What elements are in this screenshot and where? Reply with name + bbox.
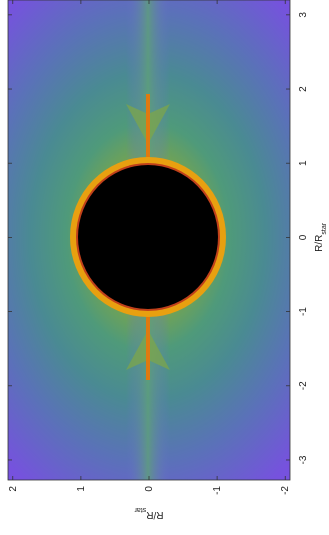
x-tick-label: -2: [298, 381, 309, 390]
y-tick-label: -1: [212, 486, 223, 495]
axis-label: R/Rstar: [134, 507, 164, 521]
axis-label: R/Rstar: [314, 222, 328, 252]
y-tick-label: 2: [8, 486, 19, 492]
y-tick-label: 0: [144, 486, 155, 492]
x-tick-label: 3: [298, 12, 309, 18]
axis-label-sub: star: [321, 222, 328, 234]
x-tick-label: 2: [298, 86, 309, 92]
x-tick-label: -3: [298, 455, 309, 464]
x-tick-label: 0: [298, 234, 309, 240]
axis-label-text: R/R: [314, 235, 325, 252]
axis-label-text: R/R: [146, 509, 163, 520]
y-tick-label: -2: [280, 486, 291, 495]
axis-label-sub: star: [134, 507, 146, 514]
x-tick-label: -1: [298, 307, 309, 316]
x-tick-label: 1: [298, 160, 309, 166]
y-tick-label: 1: [76, 486, 87, 492]
